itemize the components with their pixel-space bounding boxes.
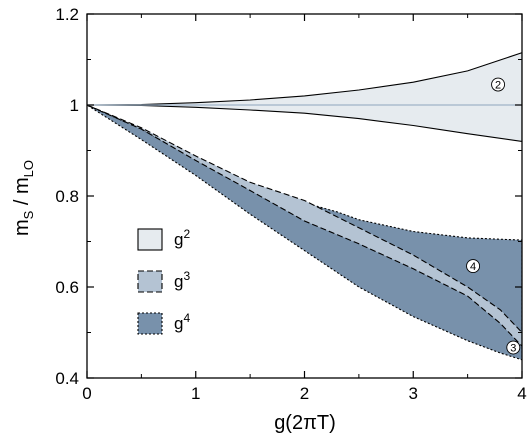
markers-layer: 2 4 3 [466,77,521,355]
legend-swatch-g3 [137,270,163,293]
x-tick-label: 2 [300,384,309,403]
x-axis-label-pi: π [303,412,317,434]
marker-label: 3 [510,343,516,355]
x-tick-label: 3 [409,384,418,403]
legend-label-g3: g3 [174,269,190,291]
x-tick-label: 0 [82,384,91,403]
y-tick-label: 0.8 [55,187,79,206]
band-g3 [87,104,522,347]
y-tick-label: 0.4 [55,369,79,388]
marker-circle [491,77,506,92]
x-axis-label-end: T) [317,412,336,434]
y-tick-label: 0.6 [55,278,79,297]
y-tick-label: 1 [70,96,79,115]
marker-circle [506,340,521,355]
bands-layer [87,52,522,361]
x-axis-label-main: g(2 [274,412,303,434]
legend-label-g4: g4 [174,311,190,333]
x-axis-label: g(2πT) [274,412,336,434]
marker-label: 4 [470,261,476,273]
y-axis-label-main: m [11,219,33,236]
legend-swatch-g4 [137,312,163,335]
x-tick-label: 1 [191,384,200,403]
y-axis-label-sub1: S [21,210,36,219]
legend-label-g2: g2 [174,227,190,249]
marker-label: 2 [495,80,501,92]
y-axis-label-sep: / m [11,177,33,210]
band-g2 [87,52,522,142]
y-axis-label: mS / mLO [11,160,36,236]
y-axis-label-sub2: LO [21,160,36,177]
ticks-layer: 0 1 2 3 4 0.4 0.6 0.8 1 1.2 [55,5,526,403]
marker-circle [466,259,481,274]
y-tick-label: 1.2 [55,5,79,24]
legend: g2 g3 g4 [137,227,190,335]
legend-swatch-g2 [137,228,163,251]
x-tick-label: 4 [517,384,526,403]
